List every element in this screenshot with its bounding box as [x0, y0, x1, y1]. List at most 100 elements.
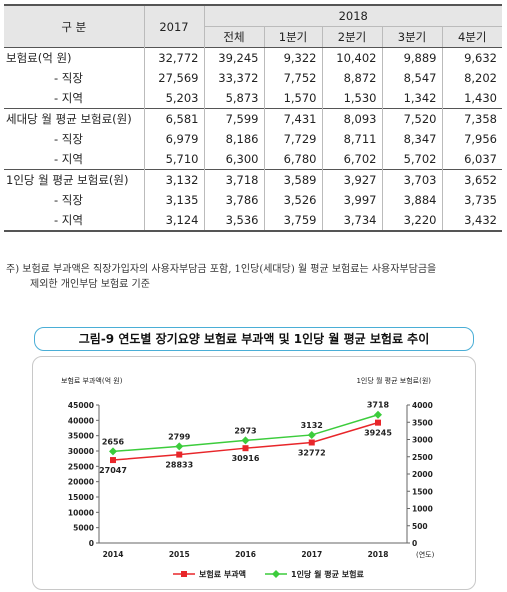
table-cell: 7,358: [442, 108, 502, 129]
y-left-tick-label: 5000: [73, 524, 94, 533]
table-row: - 직장 3,135 3,786 3,526 3,997 3,884 3,735: [4, 190, 502, 210]
row-label: - 지역: [4, 210, 145, 232]
table-cell: 8,347: [382, 129, 443, 149]
y-axis-left-label: 보험료 부과액(억 원): [61, 376, 123, 385]
y-left-tick-label: 45000: [68, 401, 94, 410]
table-cell: 3,734: [322, 210, 383, 232]
table-cell: 7,431: [264, 108, 323, 129]
table-cell: 8,711: [322, 129, 383, 149]
row-label: - 직장: [4, 68, 145, 88]
footnote-line-2: 제외한 개인부담 보험료 기준: [30, 279, 150, 290]
table-row: - 직장 6,979 8,186 7,729 8,711 8,347 7,956: [4, 129, 502, 149]
table-cell: 3,759: [264, 210, 323, 232]
table-cell: 3,927: [322, 169, 383, 190]
table-cell: 3,786: [204, 190, 265, 210]
table-cell: 3,536: [204, 210, 265, 232]
x-tick-label: 2016: [235, 550, 256, 559]
header-subcol: 1분기: [264, 26, 323, 48]
table-cell: 3,997: [322, 190, 383, 210]
table-cell: 1,430: [464, 91, 497, 105]
table-cell: 39,245: [204, 47, 265, 68]
table-cell: 3,135: [144, 190, 205, 210]
header-subcol: 전체: [204, 26, 265, 48]
header-subcol: 3분기: [382, 26, 443, 48]
table-row: - 지역 3,124 3,536 3,759 3,734 3,220 3,432: [4, 210, 502, 232]
legend-label: 1인당 월 평균 보험료: [291, 569, 364, 579]
data-label: 2656: [102, 437, 125, 446]
table-cell: 7,599: [204, 108, 265, 129]
table-cell: 3,703: [382, 169, 443, 190]
data-label: 30916: [232, 454, 260, 463]
x-tick-label: 2014: [103, 550, 124, 559]
header-year-2018: 2018: [204, 4, 502, 27]
data-point-marker: [307, 430, 316, 439]
chart-container: 보험료 부과액(억 원) 1인당 월 평균 보험료(원) 0 5000 10000 150…: [32, 356, 476, 590]
header-subcol: 2분기: [322, 26, 383, 48]
y-left-tick-label: 20000: [68, 478, 94, 487]
table-row: 세대당 월 평균 보험료(원) 6,581 7,599 7,431 8,093 7,520…: [4, 108, 502, 129]
x-tick-label: 2018: [368, 550, 389, 559]
y-left-tick-label: 25000: [68, 462, 94, 471]
table-cell: 1,530: [322, 88, 383, 109]
table-cell: 3,718: [204, 169, 265, 190]
table-cell: 9,632: [442, 47, 502, 68]
y-right-tick-label: 3000: [412, 436, 433, 445]
table-cell: 7,956: [464, 132, 497, 146]
data-point-marker: [374, 410, 382, 419]
table-cell: 3,652: [442, 169, 502, 190]
table-cell: 8,186: [204, 129, 265, 149]
table-cell: 3,132: [144, 169, 205, 190]
data-label: 3132: [301, 421, 323, 430]
y-axis-right-label: 1인당 월 평균 보험료(원): [356, 376, 431, 385]
data-point-marker: [176, 451, 183, 458]
table-cell: 3,220: [382, 210, 443, 232]
y-right-tick-label: 1000: [412, 505, 433, 514]
y-left-tick-label: 40000: [68, 416, 94, 425]
data-label: 27047: [99, 466, 127, 475]
data-point-marker: [308, 439, 315, 446]
y-right-tick-label: 1500: [412, 487, 433, 496]
table-cell: 7,520: [382, 108, 443, 129]
header-subcol: 4분기: [442, 26, 502, 48]
y-left-tick-label: 35000: [68, 432, 94, 441]
table-cell: 10,402: [322, 47, 383, 68]
table-cell: 3,884: [382, 190, 443, 210]
table-cell: 3,432: [442, 210, 502, 232]
table-cell: 8,872: [322, 68, 383, 88]
table-cell: 3,589: [264, 169, 323, 190]
table-cell: 6,037: [464, 152, 497, 166]
table-row: - 지역 5,710 6,300 6,780 6,702 5,702 6,037: [4, 149, 502, 170]
table-cell: 1,570: [264, 88, 323, 109]
table-cell: 3,735: [464, 193, 497, 207]
figure-title: 그림-9 연도별 장기요양 보험료 부과액 및 1인당 월 평균 보험료 추이: [34, 327, 474, 351]
row-label: - 지역: [4, 88, 145, 109]
legend-marker: [272, 570, 280, 578]
y-left-tick-label: 0: [89, 539, 94, 548]
data-label: 28833: [165, 461, 193, 470]
header-year-2017: 2017: [144, 4, 205, 48]
table-cell: 5,710: [144, 149, 205, 170]
table-row: 보험료(억 원) 32,772 39,245 9,322 10,402 9,889 9,63…: [4, 47, 502, 68]
table-cell: 6,300: [204, 149, 265, 170]
row-label: 1인당 월 평균 보험료(원): [4, 169, 145, 190]
row-label: 보험료(억 원): [4, 47, 145, 68]
table-row: 1인당 월 평균 보험료(원) 3,132 3,718 3,589 3,927 3,703…: [4, 169, 502, 190]
table-cell: 7,752: [264, 68, 323, 88]
table-cell: 1,342: [382, 88, 443, 109]
y-right-tick-label: 500: [412, 522, 428, 531]
data-point-marker: [175, 442, 184, 451]
y-left-tick-label: 30000: [68, 447, 94, 456]
row-label: - 직장: [4, 190, 145, 210]
table-cell: 9,889: [382, 47, 443, 68]
table-cell: 3,526: [264, 190, 323, 210]
table-cell: 33,372: [204, 68, 265, 88]
x-tick-label: 2015: [169, 550, 190, 559]
y-left-tick-label: 15000: [68, 493, 94, 502]
footnote-line-1: 주) 보험료 부과액은 직장가입자의 사용자부담금 포함, 1인당(세대당) 월…: [6, 264, 437, 275]
y-right-tick-label: 4000: [412, 401, 433, 410]
table-row: - 직장 27,569 33,372 7,752 8,872 8,547 8,202: [4, 68, 502, 88]
line-chart: 보험료 부과액(억 원) 1인당 월 평균 보험료(원)0500010000150…: [61, 376, 435, 579]
x-tick-label: 2017: [301, 550, 322, 559]
table-cell: 6,702: [322, 149, 383, 170]
row-label: 세대당 월 평균 보험료(원): [4, 108, 145, 129]
